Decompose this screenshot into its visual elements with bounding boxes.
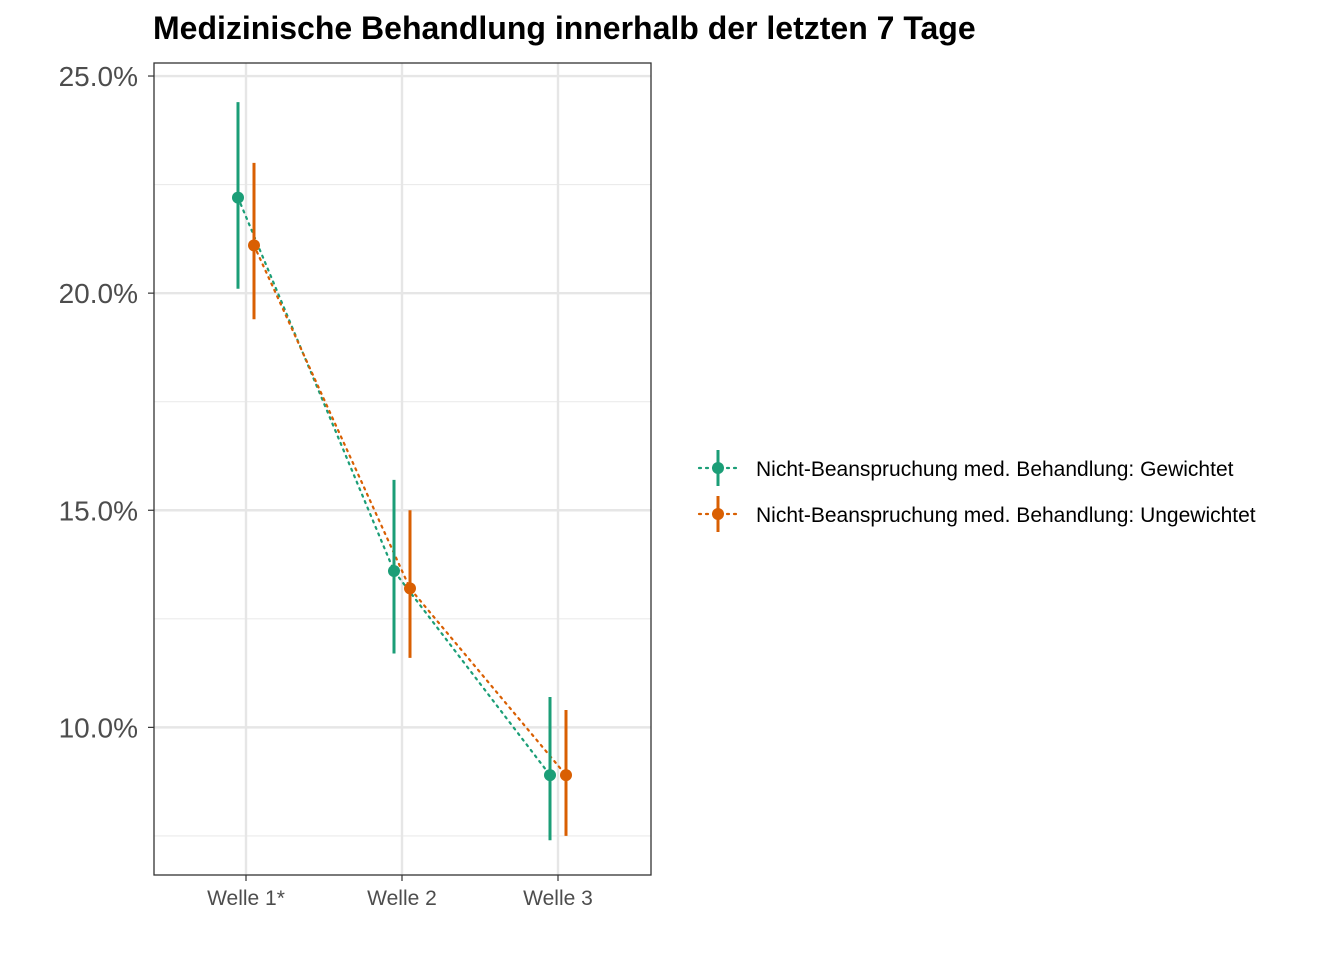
data-point [232, 191, 244, 204]
chart-title: Medizinische Behandlung innerhalb der le… [153, 10, 976, 46]
y-tick-label: 10.0% [59, 712, 138, 743]
y-tick-label: 20.0% [59, 278, 138, 309]
data-point [560, 769, 572, 782]
series-line [252, 244, 568, 777]
legend-label: Nicht-Beanspruchung med. Behandlung: Ung… [756, 504, 1256, 527]
plot-area: 10.0% 15.0% 20.0% 25.0% Welle 1* Welle 2 Welle… [59, 61, 652, 910]
data-point [248, 239, 260, 252]
x-tick-label: Welle 3 [523, 887, 593, 910]
y-tick-label: 25.0% [59, 61, 138, 92]
legend-label: Nicht-Beanspruchung med. Behandlung: Gew… [756, 458, 1234, 481]
legend-key-point [712, 508, 724, 520]
data-point [388, 565, 400, 578]
x-tick-label: Welle 2 [367, 887, 437, 910]
x-tick-label: Welle 1* [207, 887, 285, 910]
panel-border [153, 62, 652, 876]
legend: Nicht-Beanspruchung med. Behandlung: Gew… [697, 450, 1256, 532]
legend-key-point [712, 462, 724, 474]
data-point [544, 769, 556, 782]
data-point [404, 582, 416, 595]
y-tick-label: 15.0% [59, 495, 138, 526]
